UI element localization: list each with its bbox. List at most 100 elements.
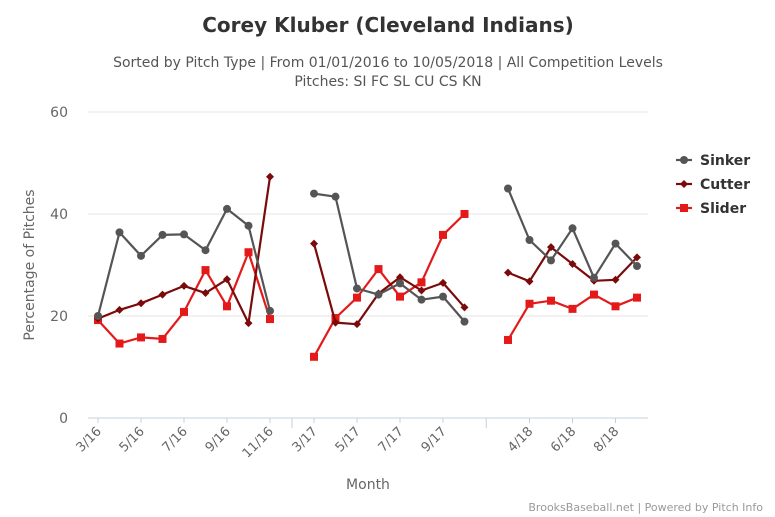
legend-label: Cutter [700,177,750,193]
cutter-point [525,277,534,286]
cutter-point [266,172,274,181]
x-tick-label: 6/18 [548,424,579,455]
x-axis-label: Month [346,477,390,493]
slider-point [223,302,231,311]
cutter-point [353,320,361,329]
x-tick-label: 9/17 [419,424,450,455]
slider-point [633,293,641,302]
x-tick-label: 5/17 [333,424,364,455]
sinker-point [353,284,361,293]
sinker-point [223,204,231,213]
slider-point [137,333,145,342]
x-tick-label: 7/16 [160,424,191,455]
sinker-point [611,239,620,248]
cutter-line [97,176,272,325]
cutter-point [568,259,577,268]
slider-point [568,304,577,313]
chart-subtitle-line1: Sorted by Pitch Type | From 01/01/2016 t… [113,55,663,71]
sinker-point [310,189,318,198]
cutter-point [223,275,231,284]
chart-title: Corey Kluber (Cleveland Indians) [202,13,573,37]
sinker-point [201,246,210,255]
slider-point [460,210,469,218]
slider-point [547,296,555,305]
cutter-point [158,290,167,299]
legend-marker-circle [680,156,688,164]
sinker-point [331,192,340,201]
cutter-point [331,318,340,327]
y-tick-label: 20 [50,309,68,325]
slider-point [244,248,253,257]
cutter-point [180,281,188,290]
x-tick-label: 3/16 [74,424,105,455]
gridlines [88,111,648,419]
y-axis-label: Percentage of Pitches [22,189,38,340]
x-tick-label: 7/17 [376,424,407,455]
cutter-point [547,243,555,252]
cutter-point [460,303,469,312]
x-tick-label: 3/17 [290,424,321,455]
slider-point [331,314,340,323]
cutter-point [396,273,404,282]
sinker-point [137,251,145,260]
slider-point [201,266,210,275]
x-tick-label: 4/18 [505,424,536,455]
legend-label: Sinker [700,153,750,169]
sinker-point [590,273,598,282]
slider-point [180,307,188,316]
slider-point [396,292,404,301]
credit-text[interactable]: BrooksBaseball.net | Powered by Pitch In… [528,501,763,514]
sinker-point [158,230,167,239]
slider-point [525,299,534,308]
slider-point [158,334,167,343]
axes: 0 20 40 60 3/16 5/16 7/16 9/16 11/16 3/17 5/17 7/17… [50,105,648,461]
cutter-point [504,268,512,277]
slider-point [115,339,124,348]
x-tick-label: 9/16 [203,424,234,455]
sinker-point [94,312,102,320]
sinker-point [547,256,555,265]
sinker-point [115,228,124,237]
slider-point [310,352,318,361]
sinker-point [460,317,469,326]
sinker-point [180,230,188,239]
sinker-point [525,236,534,245]
sinker-point [568,224,577,233]
cutter-point [439,278,447,287]
sinker-line [313,192,466,323]
cutter-point [611,275,620,284]
legend-label: Slider [700,201,746,217]
legend-item-slider[interactable]: Slider [676,201,746,217]
y-tick-label: 40 [50,207,68,223]
legend[interactable]: Sinker Cutter Slider [676,153,750,217]
x-tick-label: 11/16 [240,424,277,461]
x-tick-label: 5/16 [117,424,148,455]
slider-point [266,315,274,324]
cutter-point [633,253,641,262]
slider-line [97,251,272,345]
sinker-point [244,221,253,230]
sinker-point [633,262,641,271]
slider-point [439,230,447,239]
y-tick-label: 0 [59,411,68,427]
legend-item-cutter[interactable]: Cutter [676,177,750,193]
cutter-point [244,319,253,328]
slider-point [590,290,598,299]
chart-subtitle-line2: Pitches: SI FC SL CU CS KN [294,74,481,90]
x-tick-label: 8/18 [591,424,622,455]
cutter-point [417,286,426,295]
legend-marker-diamond [680,180,688,188]
sinker-point [439,292,447,301]
sinker-point [266,306,274,315]
sinker-point [417,295,426,304]
plot-area [94,172,641,361]
cutter-point [201,289,210,298]
legend-marker-square [680,204,688,212]
cutter-point [115,305,124,314]
legend-item-sinker[interactable]: Sinker [676,153,750,169]
cutter-point [310,239,318,248]
slider-point [374,265,383,274]
slider-point [611,302,620,311]
series-sinker [94,184,641,326]
